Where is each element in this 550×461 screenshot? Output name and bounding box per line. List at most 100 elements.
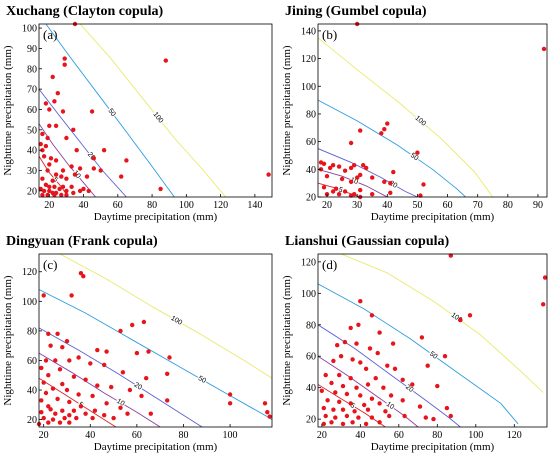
data-point bbox=[358, 299, 363, 304]
data-point bbox=[340, 383, 346, 389]
data-point bbox=[81, 186, 86, 192]
data-point bbox=[50, 417, 56, 422]
data-point bbox=[467, 313, 473, 318]
data-point bbox=[47, 123, 52, 128]
contour-label-10: 10 bbox=[349, 177, 359, 186]
data-point bbox=[370, 175, 375, 180]
data-point bbox=[59, 174, 64, 179]
data-point bbox=[40, 176, 45, 181]
data-point bbox=[388, 190, 393, 195]
contour-line-100 bbox=[59, 254, 272, 379]
data-point bbox=[57, 367, 63, 372]
contour-line-50 bbox=[318, 283, 519, 425]
y-tick-label: 140 bbox=[301, 26, 316, 37]
y-tick-label: 100 bbox=[22, 24, 37, 35]
data-point bbox=[165, 371, 170, 376]
data-point bbox=[329, 420, 334, 425]
data-point bbox=[62, 56, 67, 61]
data-point bbox=[348, 179, 354, 184]
data-point bbox=[388, 393, 394, 398]
data-point bbox=[354, 341, 359, 346]
x-axis-label: Daytime precipitation (mm) bbox=[371, 441, 495, 453]
y-tick-label: 20 bbox=[306, 415, 316, 426]
data-point bbox=[165, 398, 170, 403]
data-point bbox=[120, 370, 126, 375]
x-tick-label: 100 bbox=[223, 430, 238, 441]
data-point bbox=[358, 393, 363, 398]
data-point bbox=[369, 396, 375, 401]
data-point bbox=[331, 358, 336, 364]
panel-label: (d) bbox=[322, 257, 337, 272]
data-point bbox=[391, 169, 396, 175]
data-point bbox=[64, 387, 70, 393]
data-point bbox=[69, 293, 74, 298]
data-point bbox=[127, 387, 133, 393]
data-point bbox=[350, 420, 355, 425]
panel-3: Dingyuan (Frank copula)51020501002040608… bbox=[2, 234, 273, 453]
x-axis-label: Daytime precipitation (mm) bbox=[94, 441, 218, 453]
data-point bbox=[387, 413, 392, 419]
x-tick-label: 20 bbox=[317, 430, 327, 441]
contour-line-20 bbox=[39, 88, 127, 197]
data-point bbox=[336, 164, 342, 169]
data-point bbox=[69, 184, 74, 189]
data-point bbox=[64, 188, 69, 194]
data-point bbox=[385, 363, 390, 368]
data-point bbox=[83, 411, 88, 416]
data-point bbox=[39, 365, 44, 371]
y-tick-label: 100 bbox=[301, 82, 316, 93]
data-point bbox=[101, 148, 107, 153]
data-point bbox=[92, 408, 98, 413]
data-point bbox=[363, 421, 369, 427]
x-axis-label: Daytime precipitation (mm) bbox=[94, 211, 218, 223]
data-point bbox=[98, 168, 103, 173]
point-group bbox=[38, 21, 271, 198]
x-tick-label: 100 bbox=[468, 430, 483, 441]
data-point bbox=[41, 154, 47, 159]
y-tick-label: 60 bbox=[27, 356, 37, 367]
data-point bbox=[43, 143, 49, 149]
y-tick-label: 30 bbox=[27, 166, 37, 177]
y-tick-label: 40 bbox=[27, 386, 37, 397]
y-tick-label: 40 bbox=[27, 146, 37, 157]
data-point bbox=[43, 101, 49, 106]
y-tick-label: 120 bbox=[301, 54, 316, 65]
data-point bbox=[324, 174, 330, 179]
data-point bbox=[321, 161, 327, 166]
data-point bbox=[39, 410, 44, 415]
data-point bbox=[330, 189, 336, 194]
y-tick-label: 100 bbox=[22, 297, 37, 308]
data-point bbox=[385, 121, 390, 126]
data-point bbox=[541, 46, 547, 52]
data-point bbox=[358, 360, 363, 365]
data-point bbox=[340, 407, 346, 412]
data-point bbox=[60, 109, 66, 114]
data-point bbox=[367, 346, 373, 351]
data-point bbox=[64, 135, 69, 141]
y-tick-label: 40 bbox=[306, 165, 316, 176]
data-point bbox=[50, 178, 55, 183]
data-point bbox=[167, 355, 172, 360]
data-point bbox=[72, 172, 78, 177]
y-tick-label: 120 bbox=[301, 257, 316, 268]
contour-line-100 bbox=[318, 37, 494, 197]
data-point bbox=[331, 407, 336, 412]
data-point bbox=[330, 163, 336, 168]
data-point bbox=[148, 411, 153, 416]
data-point bbox=[50, 386, 56, 391]
data-point bbox=[421, 182, 426, 187]
x-tick-label: 20 bbox=[44, 200, 54, 211]
data-point bbox=[377, 330, 382, 335]
data-point bbox=[356, 322, 361, 327]
data-point bbox=[355, 175, 360, 180]
data-point bbox=[227, 392, 233, 397]
data-point bbox=[392, 366, 398, 371]
data-point bbox=[77, 166, 83, 171]
y-tick-label: 120 bbox=[22, 267, 37, 278]
data-point bbox=[88, 361, 93, 366]
data-point bbox=[130, 322, 135, 328]
data-point bbox=[38, 141, 43, 147]
data-point bbox=[57, 186, 62, 192]
data-point bbox=[53, 411, 58, 416]
